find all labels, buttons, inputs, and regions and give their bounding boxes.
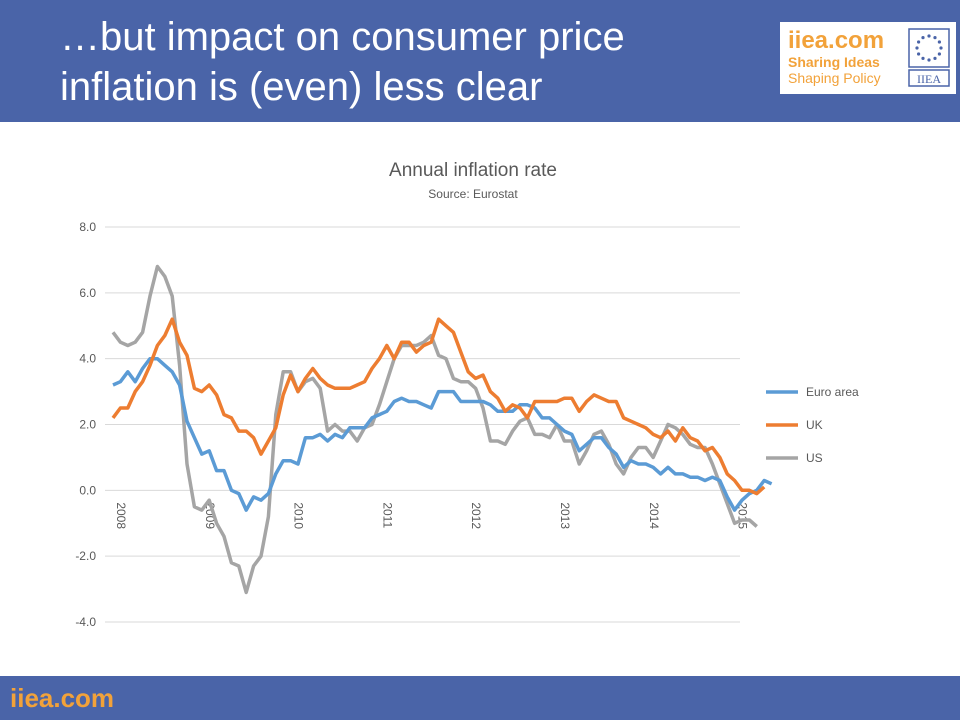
y-tick-label: 0.0 — [79, 483, 96, 497]
slide-title: …but impact on consumer price inflation … — [60, 12, 760, 112]
chart-gridlines — [105, 226, 740, 623]
legend-label: US — [806, 451, 823, 465]
y-tick-label: -2.0 — [75, 549, 96, 563]
eu-stars-icon: IIEA — [908, 28, 950, 87]
x-axis-tick-labels: 2008 2009 2010 2011 2012 2013 2014 2015 — [114, 502, 750, 529]
x-tick-label: 2010 — [292, 502, 306, 529]
logo-tagline-1: Sharing Ideas — [788, 54, 880, 70]
iiea-logo: iiea.com Sharing Ideas Shaping Policy II… — [780, 22, 956, 94]
logo-star — [921, 36, 925, 40]
x-tick-label: 2008 — [114, 502, 128, 529]
series-line-us — [111, 264, 758, 595]
series-line-euro-area — [112, 356, 773, 512]
y-tick-label: 4.0 — [79, 352, 96, 366]
title-line-2: inflation is (even) less clear — [60, 65, 543, 109]
logo-star — [933, 56, 937, 60]
logo-star — [927, 34, 931, 38]
y-tick-label: 6.0 — [79, 286, 96, 300]
y-tick-label: 8.0 — [79, 220, 96, 234]
logo-star — [917, 40, 921, 44]
chart-title: Annual inflation rate — [389, 160, 557, 181]
x-tick-label: 2014 — [647, 502, 661, 529]
legend-label: Euro area — [806, 385, 859, 399]
slide-footer: iiea.com — [0, 676, 960, 720]
chart-legend: Euro area UK US — [766, 385, 859, 465]
chart-subtitle: Source: Eurostat — [428, 187, 518, 201]
title-line-1: …but impact on consumer price — [60, 15, 625, 59]
y-axis-tick-labels: 8.0 6.0 4.0 2.0 0.0 -2.0 -4.0 — [75, 220, 96, 629]
logo-star — [933, 36, 937, 40]
chart-series-lines — [111, 264, 773, 595]
logo-star — [937, 52, 941, 56]
logo-star — [927, 58, 931, 62]
inflation-chart: Annual inflation rate Source: Eurostat 8… — [75, 160, 859, 629]
legend-label: UK — [806, 418, 823, 432]
logo-star — [937, 40, 941, 44]
slide-header: …but impact on consumer price inflation … — [0, 0, 960, 122]
x-tick-label: 2011 — [380, 502, 394, 528]
x-tick-label: 2013 — [558, 502, 572, 529]
logo-tagline-2: Shaping Policy — [788, 70, 881, 86]
logo-mark-text: IIEA — [917, 72, 941, 86]
footer-domain: iiea.com — [10, 683, 115, 713]
x-tick-label: 2012 — [469, 502, 483, 529]
logo-star — [921, 56, 925, 60]
logo-domain: iiea.com — [788, 27, 885, 54]
series-line-uk — [111, 317, 766, 496]
logo-star — [939, 46, 943, 50]
logo-star — [915, 46, 919, 50]
logo-star — [917, 52, 921, 56]
y-tick-label: 2.0 — [79, 418, 96, 432]
y-tick-label: -4.0 — [75, 615, 96, 629]
